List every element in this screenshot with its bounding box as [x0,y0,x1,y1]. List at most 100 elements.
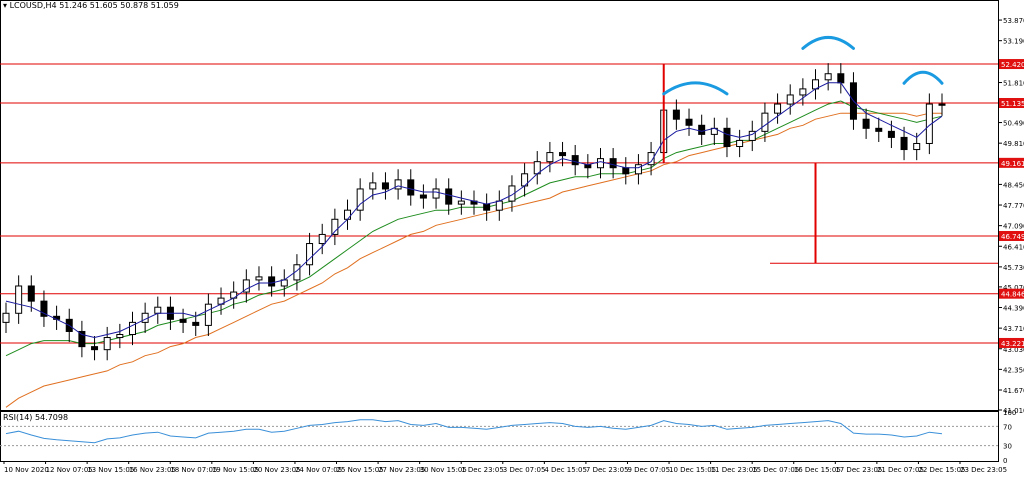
level-label: 52.420 [1001,61,1024,69]
x-tick-label: 24 Nov 07:05 [295,466,342,474]
candle-body [559,152,567,157]
candle-body [634,164,642,175]
candle-body [242,279,250,293]
candle-body [748,130,756,141]
candle-body [913,142,921,151]
candle-body [331,218,339,235]
rsi-y-tick-label: 30 [1003,443,1012,451]
candle-body [596,158,604,169]
rsi-y-tick-label: 100 [1003,409,1016,417]
x-tick-label: 3 Dec 07:05 [503,466,546,474]
x-tick-label: 30 Nov 15:05 [420,466,467,474]
candle-body [837,73,845,84]
y-tick-label: 47.770 [1003,202,1024,210]
x-tick-label: 21 Dec 07:05 [877,466,924,474]
candle-body [318,233,326,245]
candle-body [672,109,680,120]
level-label-bg [999,230,1024,241]
candle-body [192,321,200,326]
level-label: 43.221 [1001,340,1024,348]
level-label-bg [999,288,1024,299]
candle-body [457,200,465,205]
candle-body [381,182,389,190]
candle-body [204,303,212,326]
candle-body [887,130,895,138]
candle-body [799,88,807,96]
y-tick-label: 45.730 [1003,264,1024,272]
candle-body [723,127,731,148]
y-tick-label: 41.010 [1003,407,1024,415]
candle-body [862,118,870,129]
x-tick-label: 10 Dec 15:05 [669,466,716,474]
x-tick-label: 27 Nov 23:05 [378,466,425,474]
y-tick-label: 43.710 [1003,325,1024,333]
y-tick-label: 42.350 [1003,366,1024,374]
x-tick-label: 20 Nov 23:05 [253,466,300,474]
y-tick-label: 41.670 [1003,387,1024,395]
candle-body [91,346,99,351]
candle-body [2,312,10,323]
candle-body [344,209,352,220]
candle-body [508,185,516,202]
x-tick-label: 11 Dec 23:05 [711,466,758,474]
x-tick-label: 1 Dec 23:05 [461,466,504,474]
candle-body [15,285,23,314]
candle-body [78,330,86,348]
candle-body [938,103,946,106]
pattern-arc-left-shoulder [662,81,729,96]
x-tick-label: 16 Nov 23:05 [129,466,176,474]
candle-body [356,188,364,211]
candle-body [103,337,111,351]
candle-body [875,127,883,132]
candle-body [495,200,503,211]
y-tick-label: 48.450 [1003,181,1024,189]
y-tick-label: 46.410 [1003,243,1024,251]
rsi-y-tick-label: 0 [1003,457,1007,465]
candle-body [736,139,744,148]
candle-body [685,118,693,126]
dropdown-arrow-icon[interactable]: ▾ [3,1,8,10]
candle-body [432,188,440,199]
x-tick-label: 16 Dec 15:05 [794,466,841,474]
candle-body [900,136,908,151]
level-label-bg [999,59,1024,70]
level-label: 44.846 [1001,291,1024,299]
candle-body [306,243,314,266]
candle-body [40,300,48,317]
y-tick-label: 53.870 [1003,17,1024,25]
candle-body [786,94,794,105]
y-tick-label: 51.810 [1003,80,1024,88]
rsi-header: RSI(14) 54.7098 [3,413,69,422]
symbol-header-text: LCOUSD,H4 51.246 51.605 50.878 51.059 [9,1,179,10]
level-label: 49.161 [1001,160,1024,168]
level-label: 51.135 [1001,100,1024,108]
y-tick-label: 47.090 [1003,223,1024,231]
x-tick-label: 19 Nov 15:05 [212,466,259,474]
x-tick-label: 23 Dec 23:05 [960,466,1007,474]
x-tick-label: 22 Dec 15:05 [918,466,965,474]
rsi-line [5,419,943,444]
candle-body [571,155,579,166]
x-tick-label: 12 Nov 07:05 [46,466,93,474]
candle-body [647,152,655,166]
candle-body [622,167,630,175]
x-tick-label: 7 Dec 23:05 [586,466,629,474]
x-tick-label: 4 Dec 15:05 [544,466,587,474]
ma-fast-line [5,82,943,339]
candle-body [445,188,453,205]
x-tick-label: 15 Dec 07:05 [752,466,799,474]
x-tick-label: 25 Nov 15:05 [337,466,384,474]
y-tick-label: 53.190 [1003,38,1024,46]
pattern-arc-right-shoulder [902,70,944,85]
level-label-bg [999,337,1024,348]
level-label-bg [999,157,1024,168]
candle-body [824,73,832,81]
candle-body [419,194,427,199]
rsi-plot-frame [0,411,999,462]
pattern-arc-head [801,35,855,50]
y-tick-label: 50.490 [1003,120,1024,128]
candle-body [116,334,124,339]
x-tick-label: 17 Dec 23:05 [835,466,882,474]
candle-body [546,152,554,163]
